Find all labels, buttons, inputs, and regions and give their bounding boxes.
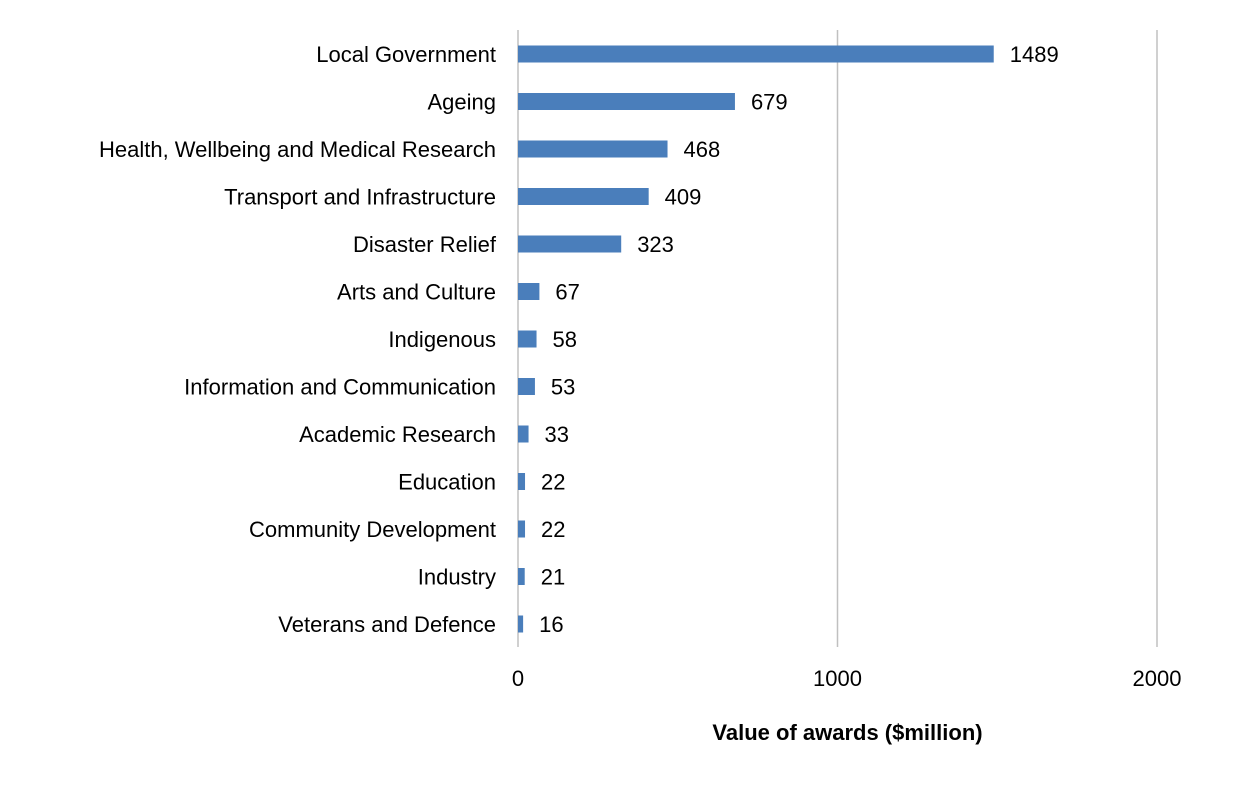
bar: [518, 520, 526, 538]
x-axis-title: Value of awards ($million): [712, 720, 982, 745]
category-labels: Local Government Ageing Health, Wellbeing …: [99, 42, 497, 637]
data-label: 53: [551, 375, 575, 400]
bar: [518, 283, 540, 300]
category-label: Industry: [418, 565, 496, 590]
bar: [518, 45, 994, 63]
data-label: 16: [539, 612, 563, 637]
data-label: 22: [541, 470, 565, 495]
bar: [518, 93, 735, 110]
data-label: 468: [684, 137, 721, 162]
category-label: Health, Wellbeing and Medical Research: [99, 137, 496, 162]
category-label: Academic Research: [299, 422, 496, 447]
data-label: 323: [637, 232, 674, 257]
data-label: 1489: [1010, 42, 1059, 67]
data-label: 22: [541, 517, 565, 542]
data-label: 409: [665, 185, 702, 210]
category-label: Ageing: [427, 90, 496, 115]
category-label: Transport and Infrastructure: [224, 185, 496, 210]
bar: [518, 615, 524, 633]
bar: [518, 473, 526, 490]
bar: [518, 140, 668, 158]
bar: [518, 188, 649, 205]
x-tick-label: 2000: [1133, 666, 1182, 691]
bar: [518, 425, 529, 443]
category-label: Veterans and Defence: [278, 612, 496, 637]
x-tick-label: 0: [512, 666, 524, 691]
data-label: 58: [553, 327, 577, 352]
category-label: Community Development: [249, 517, 496, 542]
bar: [518, 330, 537, 348]
category-label: Disaster Relief: [353, 232, 497, 257]
value-labels: 1489 679 468 409 323 67 58 53 33 22 22 21 16: [539, 42, 1059, 637]
bar: [518, 568, 525, 585]
bars: [518, 45, 994, 633]
data-label: 67: [555, 280, 579, 305]
gridlines: [517, 30, 1158, 647]
bar: [518, 378, 535, 395]
category-label: Indigenous: [388, 327, 496, 352]
x-tick-labels: 0 1000 2000: [512, 666, 1182, 691]
data-label: 21: [541, 565, 565, 590]
data-label: 679: [751, 90, 788, 115]
category-label: Education: [398, 470, 496, 495]
data-label: 33: [545, 422, 569, 447]
bar: [518, 235, 622, 253]
category-label: Arts and Culture: [337, 280, 496, 305]
category-label: Information and Communication: [184, 375, 496, 400]
category-label: Local Government: [316, 42, 496, 67]
x-tick-label: 1000: [813, 666, 862, 691]
